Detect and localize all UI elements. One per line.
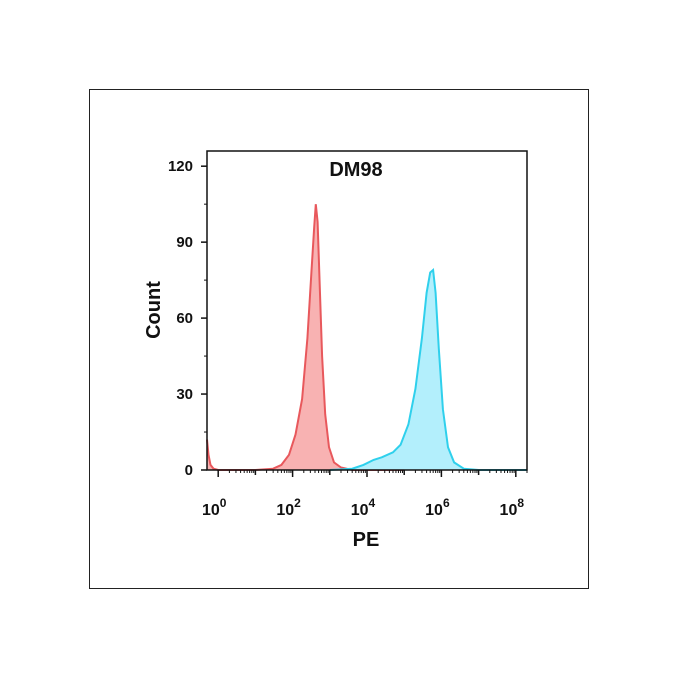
chart-title: DM98 [329,159,382,181]
histogram-areas [206,204,527,471]
series-2-line [329,268,527,471]
x-tick-label: 108 [500,496,525,519]
y-axis-label: Count [143,281,165,339]
x-tick-label: 106 [425,496,450,519]
series-1-area [207,204,405,470]
figure-frame [89,89,589,589]
y-tick-label: 60 [176,310,193,327]
series-2-area [329,270,527,470]
x-axis-label: PE [353,529,380,551]
y-tick-label: 120 [168,158,193,175]
y-tick-label: 90 [176,234,193,251]
x-axis-ticks: 100 102 104 106 108 [202,470,528,519]
x-tick-label: 102 [276,496,301,519]
x-tick-label: 100 [202,496,227,519]
y-tick-label: 0 [185,462,193,479]
plot-area-border [206,150,528,471]
y-tick-label: 30 [176,386,193,403]
y-axis-ticks: 0 30 60 90 120 [168,158,207,479]
x-tick-label: 104 [351,496,376,519]
